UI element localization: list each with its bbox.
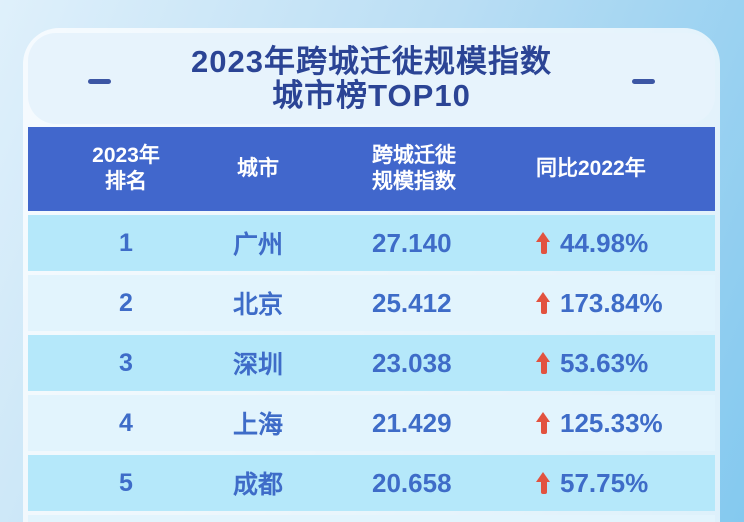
index-cell: 25.412 [372,287,452,318]
table-body: 1 广州 27.140 44.98% 2 北京 25.412 173.84% 3… [28,215,715,522]
rank-cell: 3 [119,348,133,377]
table-row: 4 上海 21.429 125.33% [28,395,715,451]
city-cell: 广州 [232,231,283,259]
header-rank: 2023年 排名 [28,143,224,195]
table-row: 5 成都 20.658 57.75% [28,455,715,511]
rank-cell: 1 [119,228,133,257]
table-row-partial [28,515,715,522]
header-index-line1: 跨城迁徙 [372,144,456,167]
index-cell: 23.038 [372,347,452,378]
table-header: 2023年 排名 城市 跨城迁徙 规模指数 同比2022年 [28,127,715,211]
table-row: 1 广州 27.140 44.98% [28,215,715,271]
table-row: 2 北京 25.412 173.84% [28,275,715,331]
yoy-cell: 44.98% [475,228,715,259]
title-dash-right-icon [632,79,655,84]
header-yoy: 同比2022年 [536,157,646,180]
yoy-value: 57.75% [560,467,649,498]
city-cell: 北京 [232,291,283,319]
index-cell: 20.658 [372,467,452,498]
index-cell: 21.429 [372,407,452,438]
header-rank-line2: 排名 [105,170,147,193]
up-arrow-icon [536,471,551,495]
yoy-cell: 125.33% [475,408,715,439]
title-card: 2023年跨城迁徙规模指数 城市榜TOP10 [28,33,715,124]
up-arrow-icon [536,291,551,315]
table-row: 3 深圳 23.038 53.63% [28,335,715,391]
up-arrow-icon [536,351,551,375]
yoy-value: 44.98% [560,227,649,258]
rank-cell: 5 [119,468,133,497]
page-title-line1: 2023年跨城迁徙规模指数 [191,43,552,79]
city-cell: 深圳 [232,351,283,379]
yoy-value: 53.63% [560,347,649,378]
rank-cell: 4 [119,408,133,437]
rank-cell: 2 [119,288,133,317]
yoy-cell: 173.84% [475,288,715,319]
city-cell: 上海 [232,411,283,439]
header-index: 跨城迁徙 规模指数 [292,143,475,195]
page-title-line2: 城市榜TOP10 [272,77,471,113]
header-rank-line1: 2023年 [92,144,160,167]
yoy-value: 125.33% [560,407,663,438]
up-arrow-icon [536,411,551,435]
yoy-value: 173.84% [560,287,663,318]
yoy-cell: 53.63% [475,348,715,379]
header-index-line2: 规模指数 [372,170,456,193]
up-arrow-icon [536,231,551,255]
city-cell: 成都 [232,471,283,499]
yoy-cell: 57.75% [475,468,715,499]
title-dash-left-icon [88,79,111,84]
index-cell: 27.140 [372,227,452,258]
header-city: 城市 [237,157,279,180]
